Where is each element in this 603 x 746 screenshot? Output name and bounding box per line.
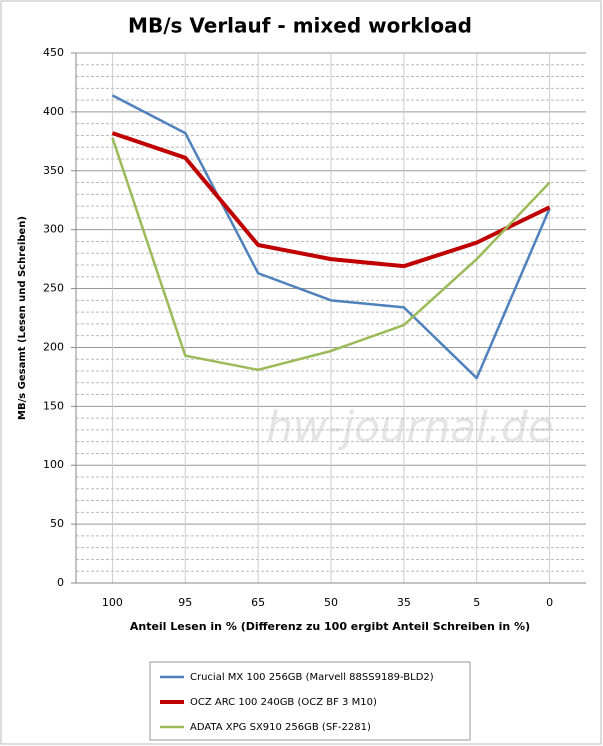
y-tick-label: 0: [57, 576, 64, 589]
watermark: hw-journal.de: [266, 403, 553, 452]
x-tick-label: 50: [324, 596, 338, 609]
legend-label: ADATA XPG SX910 256GB (SF-2281): [190, 722, 371, 733]
y-tick-label: 250: [43, 282, 64, 295]
x-tick-label: 5: [473, 596, 480, 609]
y-axis-label: MB/s Gesamt (Lesen und Schreiben): [17, 216, 28, 420]
series-line: [111, 94, 551, 380]
y-tick-label: 150: [43, 399, 64, 412]
x-tick-label: 65: [251, 596, 265, 609]
x-tick-label: 0: [546, 596, 553, 609]
y-tick-label: 400: [43, 105, 64, 118]
legend-box: [149, 661, 471, 741]
chart-title: MB/s Verlauf - mixed workload: [128, 14, 472, 38]
x-axis-label: Anteil Lesen in % (Differenz zu 100 ergi…: [130, 620, 530, 633]
legend-label: Crucial MX 100 256GB (Marvell 88SS9189-B…: [190, 672, 434, 683]
y-tick-label: 50: [50, 517, 64, 530]
x-tick-label: 100: [102, 596, 123, 609]
y-tick-label: 300: [43, 223, 64, 236]
legend-label: OCZ ARC 100 240GB (OCZ BF 3 M10): [190, 697, 377, 708]
y-tick-label: 350: [43, 164, 64, 177]
series-line: [111, 137, 551, 372]
y-tick-label: 200: [43, 340, 64, 353]
x-tick-label: 35: [397, 596, 411, 609]
y-tick-label: 100: [43, 458, 64, 471]
y-tick-label: 450: [43, 46, 64, 59]
series-line: [111, 131, 551, 269]
x-tick-label: 95: [178, 596, 192, 609]
